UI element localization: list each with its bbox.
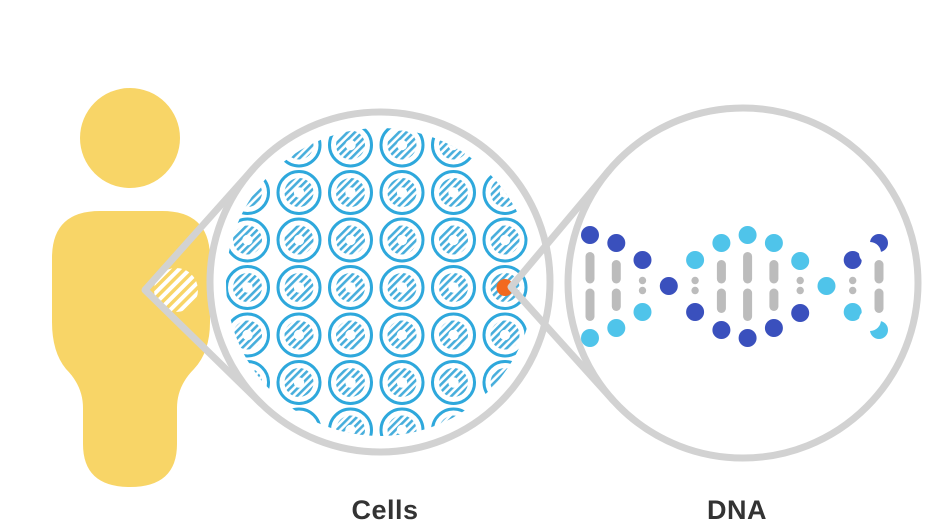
cell-icon — [482, 217, 528, 263]
dna-zoom-bubble — [564, 104, 922, 462]
dna-column — [712, 234, 731, 339]
person-body — [52, 211, 210, 487]
person-head — [80, 88, 180, 188]
cell-icon — [276, 265, 322, 310]
cell-icon — [431, 312, 476, 358]
cell-icon — [536, 172, 578, 214]
cell-icon — [328, 170, 373, 215]
cell-icon — [431, 265, 476, 310]
dna-column — [817, 277, 836, 295]
cell-icon — [431, 217, 476, 263]
dna-strand — [581, 226, 888, 347]
dna-zoom-tail — [507, 166, 617, 404]
dna-label: DNA — [707, 495, 767, 525]
cell-icon — [276, 170, 322, 215]
dna-column — [791, 252, 810, 322]
cell-icon — [379, 170, 425, 215]
dna-column — [686, 251, 705, 321]
cell-icon — [226, 265, 270, 310]
cell-icon — [536, 124, 578, 166]
cell-icon — [431, 360, 476, 405]
dna-column — [764, 234, 783, 337]
cell-icon — [379, 265, 425, 310]
cell-icon — [276, 312, 322, 358]
dna-column — [633, 251, 652, 321]
highlight-dot — [496, 279, 514, 296]
cells-label: Cells — [351, 495, 418, 525]
dna-column — [659, 277, 678, 295]
cell-icon — [226, 407, 270, 436]
cell-icon — [379, 312, 425, 358]
cell-icon — [276, 217, 322, 263]
dna-column — [607, 234, 626, 337]
dna-column — [581, 226, 599, 347]
dna-zoom-tail-line — [507, 166, 617, 404]
cell-icon — [536, 362, 578, 404]
cell-icon — [328, 128, 373, 168]
dna-column — [859, 234, 888, 339]
cell-icon — [328, 312, 373, 358]
cell-icon — [482, 312, 528, 358]
person-figure — [52, 88, 210, 487]
cell-icon — [328, 265, 373, 310]
cell-icon — [379, 128, 425, 168]
cell-icon — [328, 360, 373, 405]
dna-column — [843, 251, 862, 321]
dna-column — [738, 226, 757, 347]
cell-icon — [328, 217, 373, 263]
cell-icon — [276, 360, 322, 405]
dna-bubble-circle — [564, 104, 922, 462]
cell-icon — [536, 409, 578, 451]
cell-icon — [379, 360, 425, 405]
cell-icon — [379, 217, 425, 263]
cells-zoom-tail — [141, 165, 265, 407]
cell-icon — [431, 170, 476, 215]
tissue-sample-spot — [154, 268, 198, 312]
